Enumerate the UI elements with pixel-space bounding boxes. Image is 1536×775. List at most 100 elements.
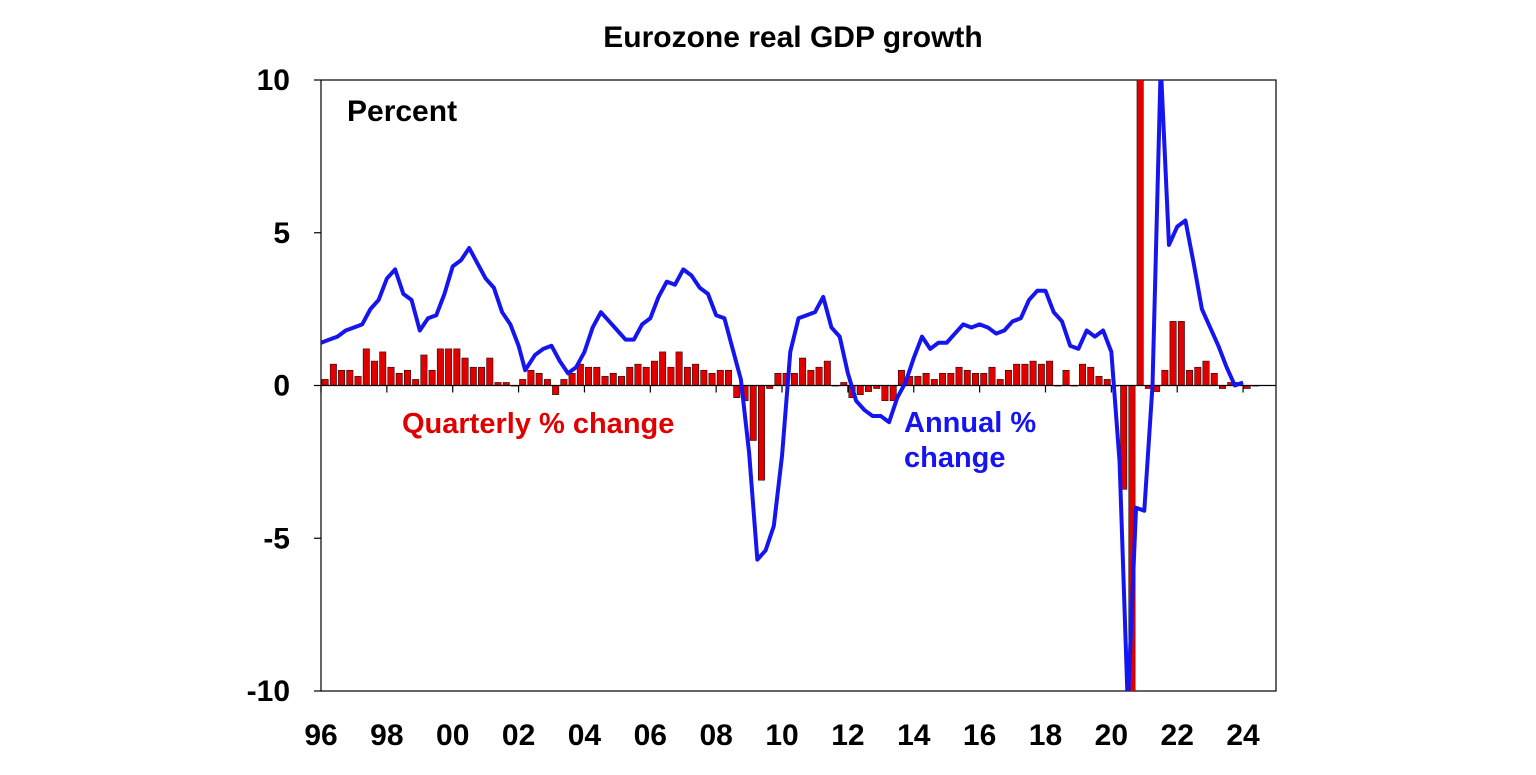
quarterly-bar bbox=[1186, 369, 1194, 386]
quarterly-bar bbox=[757, 385, 765, 481]
quarterly-bar bbox=[601, 376, 609, 386]
quarterly-bar bbox=[774, 373, 782, 386]
x-tick-label: 18 bbox=[1029, 719, 1062, 752]
quarterly-annotation: Quarterly % change bbox=[402, 408, 674, 440]
quarterly-bar bbox=[823, 360, 831, 386]
quarterly-bar bbox=[1062, 369, 1070, 386]
quarterly-bar bbox=[387, 366, 395, 386]
quarterly-bar bbox=[1021, 363, 1029, 386]
quarterly-bar bbox=[403, 369, 411, 386]
quarterly-bar bbox=[634, 363, 642, 386]
quarterly-bar bbox=[626, 366, 634, 386]
quarterly-bar bbox=[329, 363, 337, 386]
quarterly-bar bbox=[618, 376, 625, 386]
y-tick-label: 0 bbox=[273, 370, 290, 403]
x-tick-label: 22 bbox=[1161, 719, 1194, 752]
quarterly-bar bbox=[1103, 379, 1111, 386]
chart-title: Eurozone real GDP growth bbox=[603, 21, 983, 54]
quarterly-bar bbox=[856, 385, 864, 395]
quarterly-bar bbox=[346, 369, 354, 386]
quarterly-bar bbox=[667, 366, 675, 386]
quarterly-bar bbox=[1087, 366, 1095, 386]
quarterly-bar bbox=[725, 369, 732, 386]
quarterly-bar bbox=[659, 351, 667, 386]
quarterly-bar bbox=[1177, 321, 1185, 386]
quarterly-bar bbox=[980, 373, 988, 386]
x-tick-label: 20 bbox=[1095, 719, 1128, 752]
quarterly-bar bbox=[972, 373, 979, 386]
quarterly-bar bbox=[436, 348, 444, 386]
quarterly-bar bbox=[683, 366, 691, 386]
quarterly-bar bbox=[535, 373, 543, 386]
y-tick-label: -5 bbox=[263, 522, 290, 555]
x-axis: 96 98 00 02 04 06 08 10 12 14 16 18 20 22 24 bbox=[304, 385, 1260, 752]
quarterly-bar bbox=[461, 357, 469, 386]
quarterly-bar bbox=[881, 385, 889, 402]
quarterly-bar bbox=[930, 379, 938, 386]
annual-change-line bbox=[321, 80, 1244, 691]
y-tick-label: 10 bbox=[257, 64, 290, 97]
quarterly-bar bbox=[543, 379, 551, 386]
quarterly-bar bbox=[988, 366, 996, 386]
quarterly-bar bbox=[321, 379, 329, 386]
quarterly-bar bbox=[733, 385, 741, 398]
x-tick-label: 96 bbox=[304, 719, 337, 752]
quarterly-bar bbox=[585, 366, 593, 386]
quarterly-bar bbox=[453, 348, 461, 386]
quarterly-bar bbox=[478, 366, 485, 386]
quarterly-bar bbox=[395, 373, 403, 386]
quarterly-bar bbox=[469, 366, 477, 386]
quarterly-bar bbox=[1169, 321, 1177, 386]
x-tick-label: 02 bbox=[502, 719, 535, 752]
x-tick-label: 10 bbox=[765, 719, 798, 752]
quarterly-bar bbox=[519, 379, 527, 386]
x-tick-label: 24 bbox=[1226, 719, 1260, 752]
quarterly-bar bbox=[1029, 360, 1037, 386]
quarterly-bar bbox=[947, 373, 955, 386]
x-tick-label: 06 bbox=[634, 719, 667, 752]
quarterly-bar bbox=[1095, 376, 1103, 386]
quarterly-bar bbox=[749, 385, 757, 441]
quarterly-bar bbox=[486, 357, 494, 386]
quarterly-bar bbox=[939, 373, 947, 386]
quarterly-bar bbox=[338, 369, 346, 386]
quarterly-bar bbox=[568, 373, 576, 386]
quarterly-bar bbox=[700, 369, 708, 386]
quarterly-bar bbox=[1161, 369, 1169, 386]
quarterly-bar bbox=[1210, 373, 1218, 386]
x-tick-label: 04 bbox=[568, 719, 602, 752]
quarterly-bar bbox=[955, 366, 963, 386]
quarterly-bar bbox=[412, 379, 420, 386]
quarterly-bar bbox=[445, 348, 453, 386]
quarterly-bar bbox=[1079, 363, 1086, 386]
quarterly-bar bbox=[963, 369, 971, 386]
annual-annotation-line-1: Annual % bbox=[904, 407, 1036, 439]
x-tick-label: 14 bbox=[897, 719, 931, 752]
quarterly-bar bbox=[642, 366, 650, 386]
quarterly-bar bbox=[1037, 363, 1045, 386]
quarterly-bar bbox=[815, 366, 823, 386]
unit-label: Percent bbox=[347, 95, 457, 128]
quarterly-bar bbox=[379, 351, 387, 386]
quarterly-bar bbox=[527, 369, 535, 386]
x-tick-label: 16 bbox=[963, 719, 996, 752]
y-tick-label: -10 bbox=[247, 675, 290, 708]
quarterly-bar bbox=[354, 376, 362, 386]
y-tick-label: 5 bbox=[273, 217, 290, 250]
quarterly-bar bbox=[593, 366, 601, 386]
quarterly-bar bbox=[609, 373, 617, 386]
quarterly-bar bbox=[865, 385, 872, 392]
quarterly-bar bbox=[1136, 80, 1144, 386]
quarterly-bar bbox=[1194, 366, 1202, 386]
quarterly-bar bbox=[807, 369, 815, 386]
quarterly-bar bbox=[1046, 360, 1054, 386]
quarterly-bar bbox=[371, 360, 378, 386]
quarterly-bar bbox=[922, 373, 930, 386]
quarterly-bar bbox=[560, 379, 568, 386]
x-tick-label: 12 bbox=[831, 719, 864, 752]
quarterly-bar bbox=[996, 379, 1004, 386]
quarterly-bar bbox=[1004, 369, 1012, 386]
x-tick-label: 08 bbox=[699, 719, 732, 752]
quarterly-bar bbox=[428, 369, 436, 386]
